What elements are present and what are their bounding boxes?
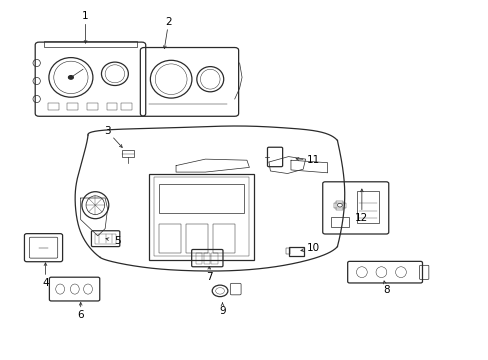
- Bar: [212, 224, 234, 253]
- Bar: [356, 191, 378, 223]
- Text: 12: 12: [354, 213, 368, 223]
- Bar: [330, 217, 348, 227]
- Text: 5: 5: [114, 236, 121, 246]
- Bar: [333, 203, 345, 208]
- Text: 1: 1: [82, 11, 89, 21]
- Bar: [159, 184, 244, 213]
- Bar: [336, 201, 343, 210]
- Text: 4: 4: [42, 278, 49, 288]
- Bar: [44, 41, 137, 47]
- Bar: [87, 103, 98, 110]
- Bar: [203, 253, 210, 264]
- Bar: [122, 150, 134, 157]
- Text: 9: 9: [219, 306, 225, 316]
- Text: 2: 2: [165, 17, 172, 27]
- Ellipse shape: [68, 76, 73, 79]
- Bar: [211, 253, 217, 264]
- Bar: [289, 247, 304, 256]
- Bar: [154, 177, 249, 256]
- Bar: [106, 103, 117, 110]
- Bar: [159, 224, 181, 253]
- Text: 6: 6: [77, 310, 84, 320]
- Text: 10: 10: [306, 243, 319, 253]
- Bar: [285, 248, 290, 254]
- Bar: [196, 253, 202, 264]
- Bar: [149, 174, 254, 260]
- Text: 3: 3: [104, 126, 111, 136]
- Text: 8: 8: [382, 285, 389, 295]
- Text: 7: 7: [205, 272, 212, 282]
- Bar: [95, 234, 116, 244]
- Bar: [185, 224, 207, 253]
- Bar: [48, 103, 59, 110]
- Text: 11: 11: [305, 155, 319, 165]
- Bar: [121, 103, 132, 110]
- Bar: [67, 103, 78, 110]
